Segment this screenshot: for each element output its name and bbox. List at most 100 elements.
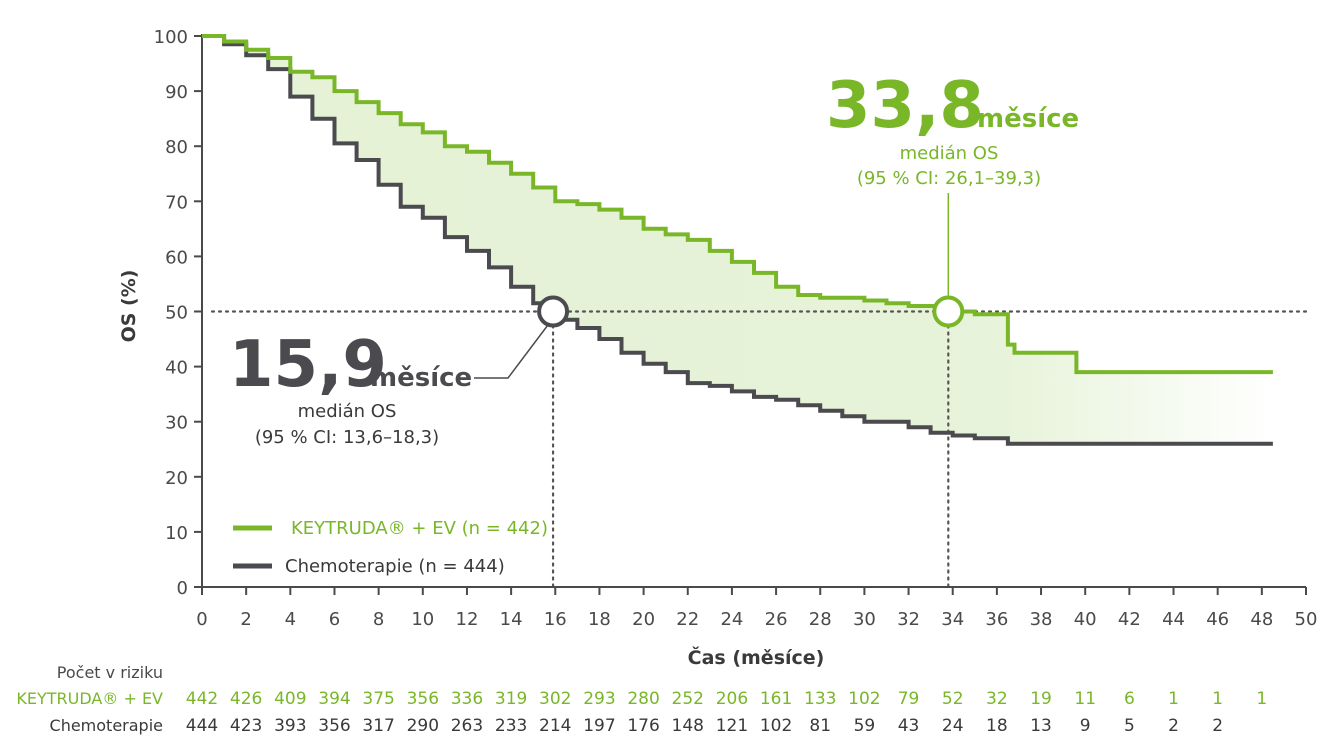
at-risk-value-keytruda: 11 — [1074, 689, 1096, 709]
at-risk-value-chemo: 102 — [760, 716, 792, 736]
at-risk-value-keytruda: 1 — [1256, 689, 1267, 709]
x-tick-label: 14 — [500, 609, 523, 630]
at-risk-value-keytruda: 375 — [362, 689, 394, 709]
median-unit-chemo: měsíce — [370, 363, 472, 393]
at-risk-value-keytruda: 426 — [230, 689, 262, 709]
x-axis-title: Čas (měsíce) — [688, 645, 825, 669]
y-axis-title: OS (%) — [118, 270, 140, 343]
at-risk-value-chemo: 2 — [1168, 716, 1179, 736]
at-risk-value-chemo: 148 — [672, 716, 704, 736]
x-tick-label: 30 — [853, 609, 876, 630]
x-tick-label: 46 — [1206, 609, 1229, 630]
x-tick-label: 50 — [1295, 609, 1318, 630]
x-tick-label: 24 — [720, 609, 743, 630]
at-risk-value-chemo: 121 — [716, 716, 748, 736]
at-risk-value-chemo: 197 — [583, 716, 615, 736]
x-tick-label: 28 — [809, 609, 832, 630]
at-risk-value-keytruda: 319 — [495, 689, 527, 709]
km-curve-chemo — [202, 34, 1273, 446]
y-tick-label: 60 — [165, 247, 188, 268]
median-ci-chemo: (95 % CI: 13,6–18,3) — [255, 427, 439, 448]
x-tick-label: 40 — [1074, 609, 1097, 630]
x-tick-label: 26 — [765, 609, 788, 630]
at-risk-title: Počet v riziku — [57, 663, 163, 682]
at-risk-table: Počet v riziku KEYTRUDA® + EV Chemoterap… — [16, 663, 1267, 736]
y-tick-label: 10 — [165, 523, 188, 544]
at-risk-value-chemo: 24 — [942, 716, 964, 736]
x-tick-label: 36 — [985, 609, 1008, 630]
median-ci-keytruda: (95 % CI: 26,1–39,3) — [857, 168, 1041, 189]
x-tick-label: 32 — [897, 609, 920, 630]
at-risk-value-keytruda: 302 — [539, 689, 571, 709]
at-risk-value-chemo: 59 — [854, 716, 876, 736]
at-risk-value-keytruda: 206 — [716, 689, 748, 709]
at-risk-value-keytruda: 6 — [1124, 689, 1135, 709]
at-risk-value-keytruda: 1 — [1168, 689, 1179, 709]
at-risk-value-keytruda: 336 — [451, 689, 483, 709]
at-risk-row-label-chemo: Chemoterapie — [50, 716, 163, 735]
median-value-keytruda: 33,8 — [826, 69, 984, 143]
x-tick-label: 6 — [329, 609, 340, 630]
y-tick-label: 70 — [165, 192, 188, 213]
median-leader-chemo — [474, 323, 550, 379]
x-tick-label: 48 — [1250, 609, 1273, 630]
at-risk-value-keytruda: 442 — [186, 689, 218, 709]
y-tick-label: 20 — [165, 468, 188, 489]
at-risk-value-chemo: 13 — [1030, 716, 1052, 736]
at-risk-value-chemo: 317 — [362, 716, 394, 736]
x-tick-label: 44 — [1162, 609, 1185, 630]
at-risk-value-keytruda: 1 — [1212, 689, 1223, 709]
median-label-keytruda: medián OS — [900, 143, 999, 164]
at-risk-value-keytruda: 32 — [986, 689, 1008, 709]
x-tick-label: 0 — [196, 609, 207, 630]
x-tick-label: 20 — [632, 609, 655, 630]
at-risk-value-keytruda: 293 — [583, 689, 615, 709]
median-marker-keytruda — [932, 295, 965, 328]
y-tick-label: 0 — [177, 578, 188, 599]
survival-difference-area — [202, 36, 1273, 444]
at-risk-value-keytruda: 394 — [318, 689, 350, 709]
at-risk-value-chemo: 81 — [809, 716, 831, 736]
legend-label-keytruda: KEYTRUDA® + EV (n = 442) — [291, 518, 548, 539]
x-tick-label: 2 — [240, 609, 251, 630]
at-risk-value-keytruda: 356 — [407, 689, 439, 709]
median-unit-keytruda: měsíce — [977, 104, 1079, 134]
legend: KEYTRUDA® + EV (n = 442) Chemoterapie (n… — [233, 518, 548, 577]
x-tick-label: 16 — [544, 609, 567, 630]
at-risk-value-chemo: 393 — [274, 716, 306, 736]
at-risk-value-keytruda: 409 — [274, 689, 306, 709]
at-risk-value-chemo: 444 — [186, 716, 218, 736]
at-risk-value-keytruda: 161 — [760, 689, 792, 709]
x-tick-label: 12 — [456, 609, 479, 630]
x-tick-label: 10 — [411, 609, 434, 630]
at-risk-value-chemo: 214 — [539, 716, 571, 736]
y-tick-label: 40 — [165, 358, 188, 379]
median-marker-chemo — [537, 295, 570, 328]
at-risk-value-keytruda: 52 — [942, 689, 964, 709]
x-tick-label: 22 — [676, 609, 699, 630]
at-risk-value-chemo: 423 — [230, 716, 262, 736]
x-tick-label: 34 — [941, 609, 964, 630]
legend-label-chemo: Chemoterapie (n = 444) — [285, 556, 505, 577]
at-risk-value-chemo: 18 — [986, 716, 1008, 736]
median-label-chemo: medián OS — [298, 401, 397, 422]
at-risk-value-chemo: 5 — [1124, 716, 1135, 736]
x-tick-label: 18 — [588, 609, 611, 630]
at-risk-value-keytruda: 79 — [898, 689, 920, 709]
y-tick-label: 50 — [165, 303, 188, 324]
at-risk-value-chemo: 233 — [495, 716, 527, 736]
at-risk-value-keytruda: 252 — [672, 689, 704, 709]
y-tick-label: 30 — [165, 413, 188, 434]
x-tick-label: 42 — [1118, 609, 1141, 630]
at-risk-value-keytruda: 102 — [848, 689, 880, 709]
median-value-chemo: 15,9 — [229, 328, 387, 402]
at-risk-value-chemo: 176 — [627, 716, 659, 736]
at-risk-value-chemo: 43 — [898, 716, 920, 736]
at-risk-value-keytruda: 133 — [804, 689, 836, 709]
y-tick-label: 90 — [165, 82, 188, 103]
median-annotation-chemo: 15,9 měsíce medián OS (95 % CI: 13,6–18,… — [229, 328, 472, 448]
y-tick-label: 80 — [165, 137, 188, 158]
at-risk-value-keytruda: 280 — [627, 689, 659, 709]
at-risk-value-keytruda: 19 — [1030, 689, 1052, 709]
